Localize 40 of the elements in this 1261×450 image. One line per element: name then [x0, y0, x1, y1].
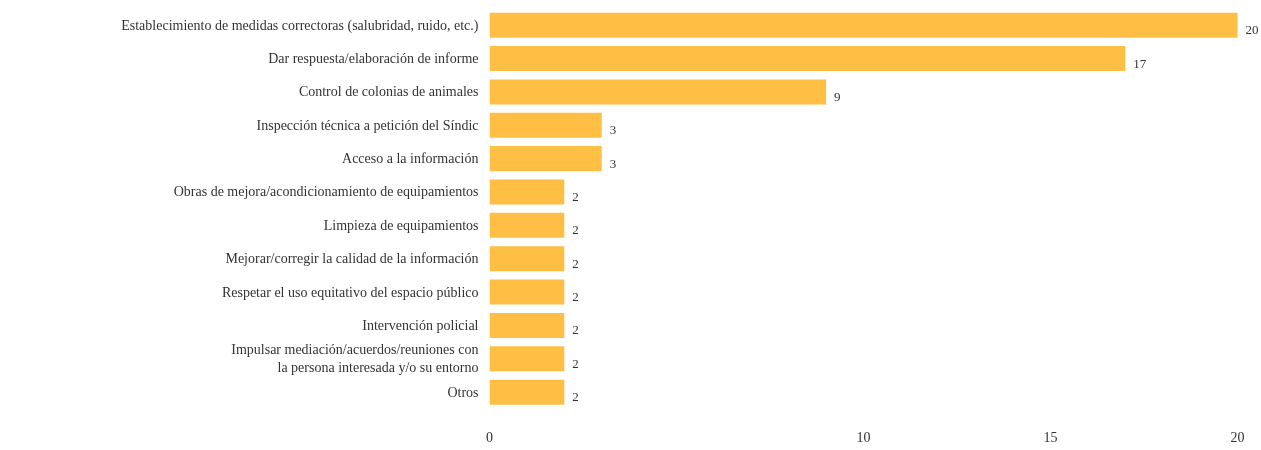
x-tick-label: 20 [1230, 429, 1245, 445]
y-tick-label: Dar respuesta/elaboración de informe [268, 51, 479, 67]
y-tick-label: Limpieza de equipamientos [323, 217, 479, 233]
data-label: 2 [572, 222, 579, 238]
bar [489, 279, 565, 305]
data-label: 9 [834, 88, 841, 104]
y-tick-label: Establecimiento de medidas correctoras (salubridad, ruido, etc.) [121, 17, 479, 34]
bar [489, 146, 602, 172]
data-label: 2 [572, 322, 579, 338]
y-tick-label: Mejorar/corregir la calidad de la información [225, 251, 479, 267]
bar [489, 312, 565, 338]
bar [489, 212, 565, 238]
data-label: 20 [1245, 22, 1259, 38]
data-label: 3 [609, 155, 617, 171]
y-tick-label: Intervención policial [362, 317, 479, 333]
data-label: 2 [572, 289, 579, 305]
bar [489, 246, 565, 272]
y-tick-label: Acceso a la información [342, 151, 479, 167]
bar [489, 179, 565, 205]
y-tick-label: Impulsar mediación/acuerdos/reuniones con la persona interesada y/o su entorno [231, 342, 479, 376]
bar [489, 46, 1126, 72]
data-label: 3 [609, 122, 617, 138]
bar [489, 379, 565, 405]
bar [489, 112, 602, 138]
data-label: 2 [572, 188, 579, 204]
bar [489, 346, 565, 372]
y-tick-label: Control de colonias de animales [298, 84, 479, 100]
bar [489, 12, 1238, 38]
data-label: 2 [572, 355, 579, 371]
y-tick-label: Obras de mejora/acondicionamiento de equipamientos [173, 184, 479, 200]
x-tick-label: 10 [856, 429, 871, 445]
y-tick-label: Respetar el uso equitativo del espacio público [221, 284, 479, 300]
x-tick-label: 15 [1043, 429, 1058, 445]
data-label: 2 [572, 255, 579, 271]
data-label: 17 [1133, 55, 1147, 71]
bar [489, 79, 827, 105]
data-label: 2 [572, 389, 579, 405]
x-tick-label: 0 [486, 429, 493, 445]
y-tick-label: Otros [447, 384, 479, 400]
y-tick-label: Inspección técnica a petición del Síndic [256, 117, 479, 133]
